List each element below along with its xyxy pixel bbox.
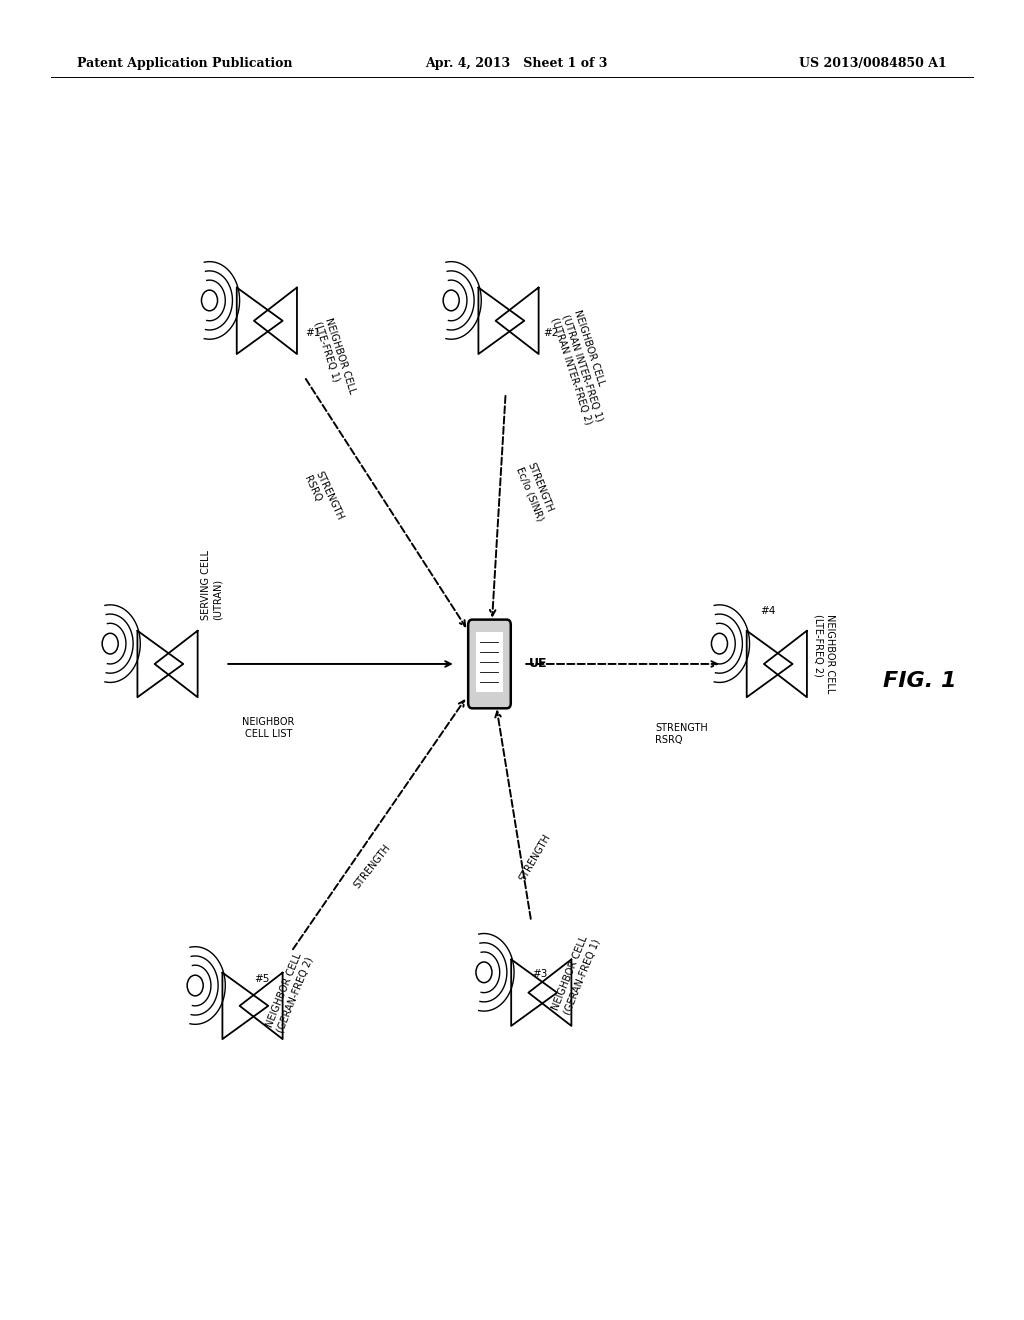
Text: STRENGTH: STRENGTH	[518, 832, 553, 883]
Bar	[476, 631, 503, 693]
Text: NEIGHBOR CELL
(GERAN-FREQ 2): NEIGHBOR CELL (GERAN-FREQ 2)	[264, 950, 315, 1034]
Text: UE: UE	[528, 657, 547, 671]
Text: #4: #4	[760, 606, 775, 616]
Text: STRENGTH
RSRQ: STRENGTH RSRQ	[655, 723, 709, 744]
Text: #5: #5	[254, 974, 269, 985]
Text: STRENGTH: STRENGTH	[352, 842, 393, 890]
Text: SERVING CELL
(UTRAN): SERVING CELL (UTRAN)	[201, 550, 223, 620]
Text: STRENGTH
Ec/Io (SINR): STRENGTH Ec/Io (SINR)	[514, 461, 556, 523]
Text: Apr. 4, 2013   Sheet 1 of 3: Apr. 4, 2013 Sheet 1 of 3	[425, 57, 607, 70]
Text: NEIGHBOR CELL
(UTRAN INTER-FREQ 1)
(UTRAN INTER-FREQ 2): NEIGHBOR CELL (UTRAN INTER-FREQ 1) (UTRA…	[549, 309, 616, 426]
Text: FIG. 1: FIG. 1	[883, 671, 956, 692]
Text: US 2013/0084850 A1: US 2013/0084850 A1	[800, 57, 947, 70]
Text: #3: #3	[532, 969, 548, 979]
FancyBboxPatch shape	[468, 619, 511, 709]
Text: STRENGTH
RSRQ: STRENGTH RSRQ	[302, 469, 345, 527]
Text: NEIGHBOR CELL
(LTE-FREQ 1): NEIGHBOR CELL (LTE-FREQ 1)	[312, 315, 357, 399]
Text: #1: #1	[305, 327, 321, 338]
Text: #2: #2	[543, 327, 558, 338]
Text: NEIGHBOR CELL
(GERAN-FREQ 1): NEIGHBOR CELL (GERAN-FREQ 1)	[551, 933, 602, 1016]
Text: NEIGHBOR
CELL LIST: NEIGHBOR CELL LIST	[242, 717, 295, 739]
Text: Patent Application Publication: Patent Application Publication	[77, 57, 292, 70]
Text: NEIGHBOR CELL
(LTE-FREQ 2): NEIGHBOR CELL (LTE-FREQ 2)	[813, 614, 836, 693]
